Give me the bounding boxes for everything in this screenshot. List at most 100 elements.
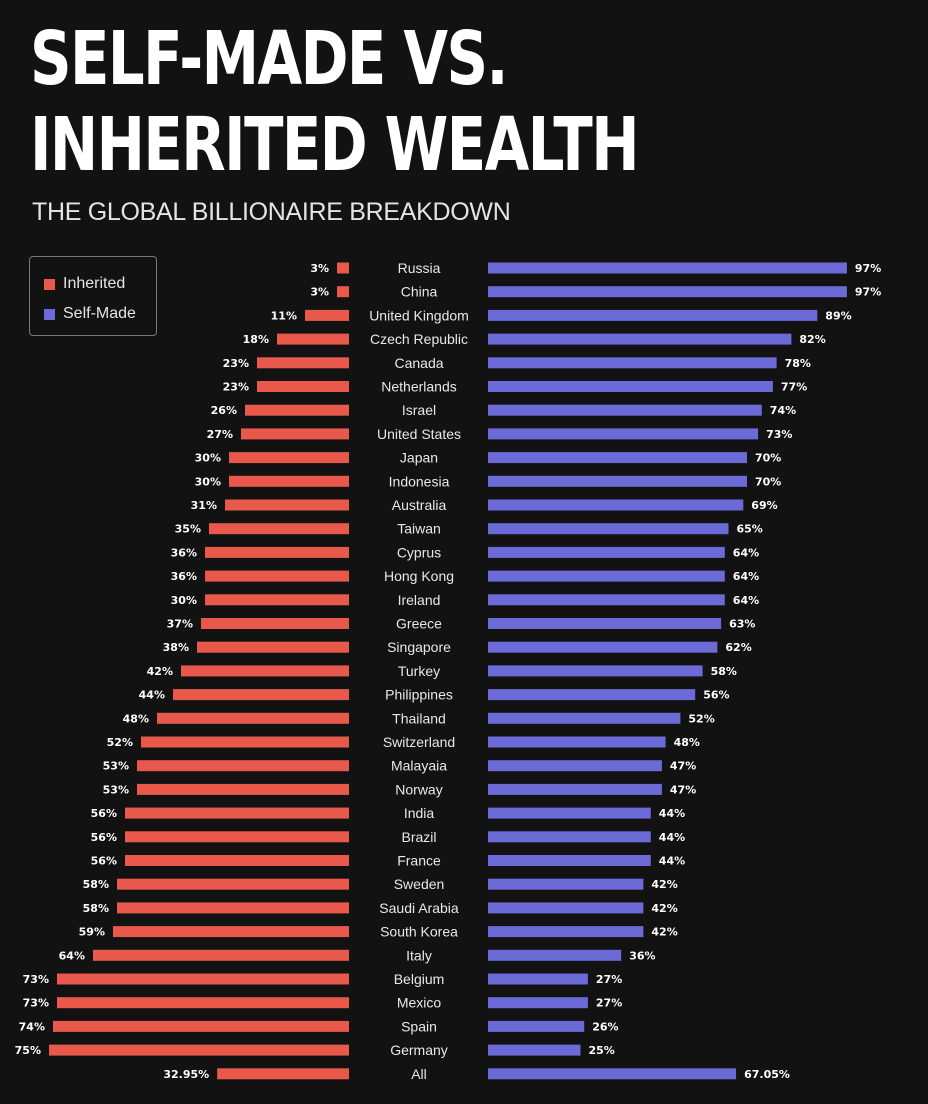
- category-label-norway: Norway: [395, 781, 442, 797]
- category-label-greece: Greece: [396, 616, 442, 632]
- legend-label-inherited: Inherited: [63, 275, 126, 292]
- value-label-inherited-israel: 26%: [211, 404, 237, 417]
- value-label-self-made-japan: 70%: [755, 452, 781, 465]
- value-label-inherited-spain: 74%: [19, 1020, 45, 1033]
- category-label-japan: Japan: [400, 450, 438, 466]
- bar-self-made-norway: [488, 783, 662, 795]
- value-label-inherited-all: 32.95%: [163, 1068, 209, 1081]
- value-label-inherited-india: 56%: [91, 807, 117, 820]
- value-label-inherited-netherlands: 23%: [223, 381, 249, 394]
- value-label-inherited-united-states: 27%: [207, 428, 233, 441]
- value-label-self-made-indonesia: 70%: [755, 475, 781, 488]
- bar-inherited-brazil: [125, 831, 349, 843]
- value-label-self-made-taiwan: 65%: [737, 523, 763, 536]
- bar-self-made-malayaia: [488, 760, 662, 772]
- bar-inherited-czech-republic: [277, 333, 349, 345]
- value-label-self-made-malayaia: 47%: [670, 760, 696, 773]
- bar-self-made-japan: [488, 452, 747, 464]
- value-label-self-made-thailand: 52%: [688, 712, 714, 725]
- category-label-south-korea: South Korea: [380, 924, 458, 940]
- value-label-inherited-switzerland: 52%: [107, 736, 133, 749]
- value-label-self-made-israel: 74%: [770, 404, 796, 417]
- category-label-thailand: Thailand: [392, 710, 446, 726]
- category-label-malayaia: Malayaia: [391, 758, 447, 774]
- value-label-self-made-greece: 63%: [729, 618, 755, 631]
- category-label-all: All: [411, 1066, 427, 1082]
- value-label-self-made-netherlands: 77%: [781, 381, 807, 394]
- value-label-self-made-cyprus: 64%: [733, 546, 759, 559]
- bar-inherited-united-kingdom: [305, 309, 349, 321]
- category-label-china: China: [401, 284, 438, 300]
- value-label-inherited-taiwan: 35%: [175, 523, 201, 536]
- bar-inherited-thailand: [157, 712, 349, 724]
- bar-self-made-spain: [488, 1020, 585, 1032]
- bar-self-made-mexico: [488, 997, 588, 1009]
- bar-inherited-china: [337, 286, 349, 298]
- category-label-united-kingdom: United Kingdom: [369, 307, 469, 323]
- legend-item-inherited: Inherited: [44, 275, 125, 293]
- value-label-self-made-india: 44%: [659, 807, 685, 820]
- value-label-inherited-cyprus: 36%: [171, 546, 197, 559]
- bar-inherited-netherlands: [257, 381, 349, 392]
- value-label-inherited-france: 56%: [91, 855, 117, 868]
- value-label-self-made-saudi-arabia: 42%: [651, 902, 677, 915]
- value-label-inherited-indonesia: 30%: [195, 475, 221, 488]
- value-label-self-made-belgium: 27%: [596, 973, 622, 986]
- category-label-russia: Russia: [398, 260, 441, 276]
- chart-subtitle: THE GLOBAL BILLIONAIRE BREAKDOWN: [32, 198, 511, 226]
- bar-self-made-cyprus: [488, 546, 725, 558]
- bar-inherited-cyprus: [205, 546, 349, 558]
- bar-inherited-turkey: [181, 665, 349, 677]
- value-label-inherited-united-kingdom: 11%: [271, 309, 297, 322]
- category-label-france: France: [397, 853, 441, 869]
- bar-self-made-sweden: [488, 878, 644, 890]
- bar-inherited-south-korea: [113, 926, 349, 938]
- category-label-brazil: Brazil: [401, 829, 436, 845]
- category-label-singapore: Singapore: [387, 639, 451, 655]
- category-label-canada: Canada: [394, 355, 443, 371]
- value-label-self-made-mexico: 27%: [596, 997, 622, 1010]
- value-label-inherited-singapore: 38%: [163, 641, 189, 654]
- bar-inherited-hong-kong: [205, 570, 349, 582]
- bar-self-made-australia: [488, 499, 744, 511]
- bar-self-made-united-states: [488, 428, 759, 440]
- value-label-inherited-japan: 30%: [195, 452, 221, 465]
- category-label-hong-kong: Hong Kong: [384, 568, 454, 584]
- bar-inherited-philippines: [173, 689, 349, 701]
- bar-inherited-canada: [257, 357, 349, 369]
- chart-title: SELF-MADE VS. INHERITED WEALTH: [30, 16, 640, 188]
- category-label-sweden: Sweden: [394, 876, 445, 892]
- value-label-self-made-canada: 78%: [785, 357, 811, 370]
- value-label-inherited-mexico: 73%: [23, 997, 49, 1010]
- bar-inherited-russia: [337, 262, 349, 274]
- value-label-inherited-australia: 31%: [191, 499, 217, 512]
- bar-self-made-brazil: [488, 831, 651, 843]
- value-label-self-made-switzerland: 48%: [674, 736, 700, 749]
- title-line-1: SELF-MADE VS.: [30, 16, 508, 102]
- bar-inherited-belgium: [57, 973, 349, 985]
- value-label-self-made-singapore: 62%: [725, 641, 751, 654]
- bar-inherited-switzerland: [141, 736, 349, 748]
- bar-self-made-germany: [488, 1044, 581, 1056]
- category-label-italy: Italy: [406, 947, 432, 963]
- category-label-ireland: Ireland: [398, 592, 441, 608]
- bar-self-made-saudi-arabia: [488, 902, 644, 914]
- bar-inherited-ireland: [205, 594, 349, 606]
- bar-self-made-greece: [488, 618, 722, 629]
- bar-inherited-greece: [201, 618, 349, 629]
- value-label-inherited-belgium: 73%: [23, 973, 49, 986]
- value-label-self-made-norway: 47%: [670, 783, 696, 796]
- bar-inherited-malayaia: [137, 760, 349, 772]
- value-label-self-made-australia: 69%: [751, 499, 777, 512]
- value-label-inherited-thailand: 48%: [123, 712, 149, 725]
- bar-self-made-south-korea: [488, 926, 644, 938]
- legend-item-self-made: Self-Made: [44, 305, 136, 323]
- value-label-inherited-czech-republic: 18%: [243, 333, 269, 346]
- title-line-2: INHERITED WEALTH: [30, 102, 640, 188]
- bar-self-made-russia: [488, 262, 847, 274]
- value-label-self-made-united-kingdom: 89%: [825, 309, 851, 322]
- value-label-inherited-saudi-arabia: 58%: [83, 902, 109, 915]
- legend-swatch-inherited: [44, 278, 55, 290]
- category-label-germany: Germany: [390, 1042, 448, 1058]
- bar-self-made-singapore: [488, 641, 718, 653]
